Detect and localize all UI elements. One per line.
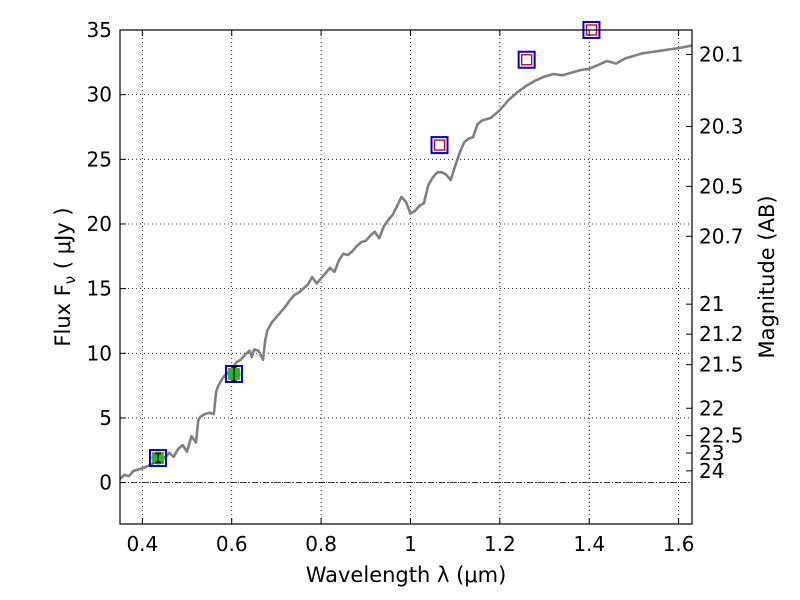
- y-tick-label: 10: [87, 341, 112, 365]
- magnitude-tick-label: 22: [699, 396, 724, 420]
- photometry-square: [517, 50, 536, 69]
- magnitude-tick-label: 22.5: [699, 424, 744, 448]
- magnitude-tick-label: 20.5: [699, 174, 744, 198]
- magnitude-tick-label: 20.3: [699, 114, 744, 138]
- photometry-square-inner: [433, 139, 446, 151]
- y-tick-label: 30: [87, 83, 112, 107]
- magnitude-tick-label: 21: [699, 292, 724, 316]
- magnitude-tick-label: 21.5: [699, 353, 744, 377]
- y-tick-label: 20: [87, 212, 112, 236]
- y-tick-label: 35: [87, 18, 112, 42]
- series-layer: [120, 44, 692, 480]
- x-tick-label: 1.4: [573, 532, 605, 556]
- y-axis-label-unit: ( μJy ): [51, 207, 75, 275]
- points-layer: [148, 21, 601, 468]
- magnitude-tick-label: 24: [699, 459, 724, 483]
- photometry-square-outer: [517, 50, 536, 69]
- y-tick-label: 5: [99, 406, 112, 430]
- y-tick-label: 25: [87, 147, 112, 171]
- x-tick-label: 1: [404, 532, 417, 556]
- photometry-square-outer: [430, 136, 449, 155]
- x-tick-label: 0.4: [126, 532, 158, 556]
- y-axis-label-main: Flux F: [51, 284, 75, 346]
- magnitude-tick-label: 20.7: [699, 224, 744, 248]
- magnitude-tick-label: 23: [699, 441, 724, 465]
- x-tick-label: 0.6: [216, 532, 248, 556]
- detection-point: [151, 451, 165, 465]
- ticks-layer: 0.4 0.6 0.8 1 1.2 1.4 1.6 0 5 10 15 20 25 30 35 20.1 20.…: [87, 18, 744, 556]
- y-axis-label: Flux Fν ( μJy ): [51, 207, 79, 346]
- magnitude-tick-label: 20.1: [699, 42, 744, 66]
- y-tick-label: 0: [99, 471, 112, 495]
- x-axis-label: Wavelength λ (μm): [306, 563, 507, 587]
- y-axis-label-subscript: ν: [61, 276, 79, 284]
- x-tick-label: 0.8: [305, 532, 337, 556]
- y-tick-label: 15: [87, 277, 112, 301]
- right-axis-label: Magnitude (AB): [755, 195, 779, 358]
- photometry-square-outer: [148, 449, 167, 468]
- model-spectrum-line: [120, 44, 692, 480]
- photometry-square: [430, 136, 449, 155]
- photometry-square-outer: [224, 364, 243, 383]
- photometry-square-inner: [520, 54, 533, 66]
- plot-frame: [119, 29, 693, 525]
- x-tick-label: 1.2: [484, 532, 516, 556]
- magnitude-tick-label: 21.2: [699, 322, 744, 346]
- x-tick-label: 1.6: [663, 532, 695, 556]
- detection-point: [227, 366, 241, 382]
